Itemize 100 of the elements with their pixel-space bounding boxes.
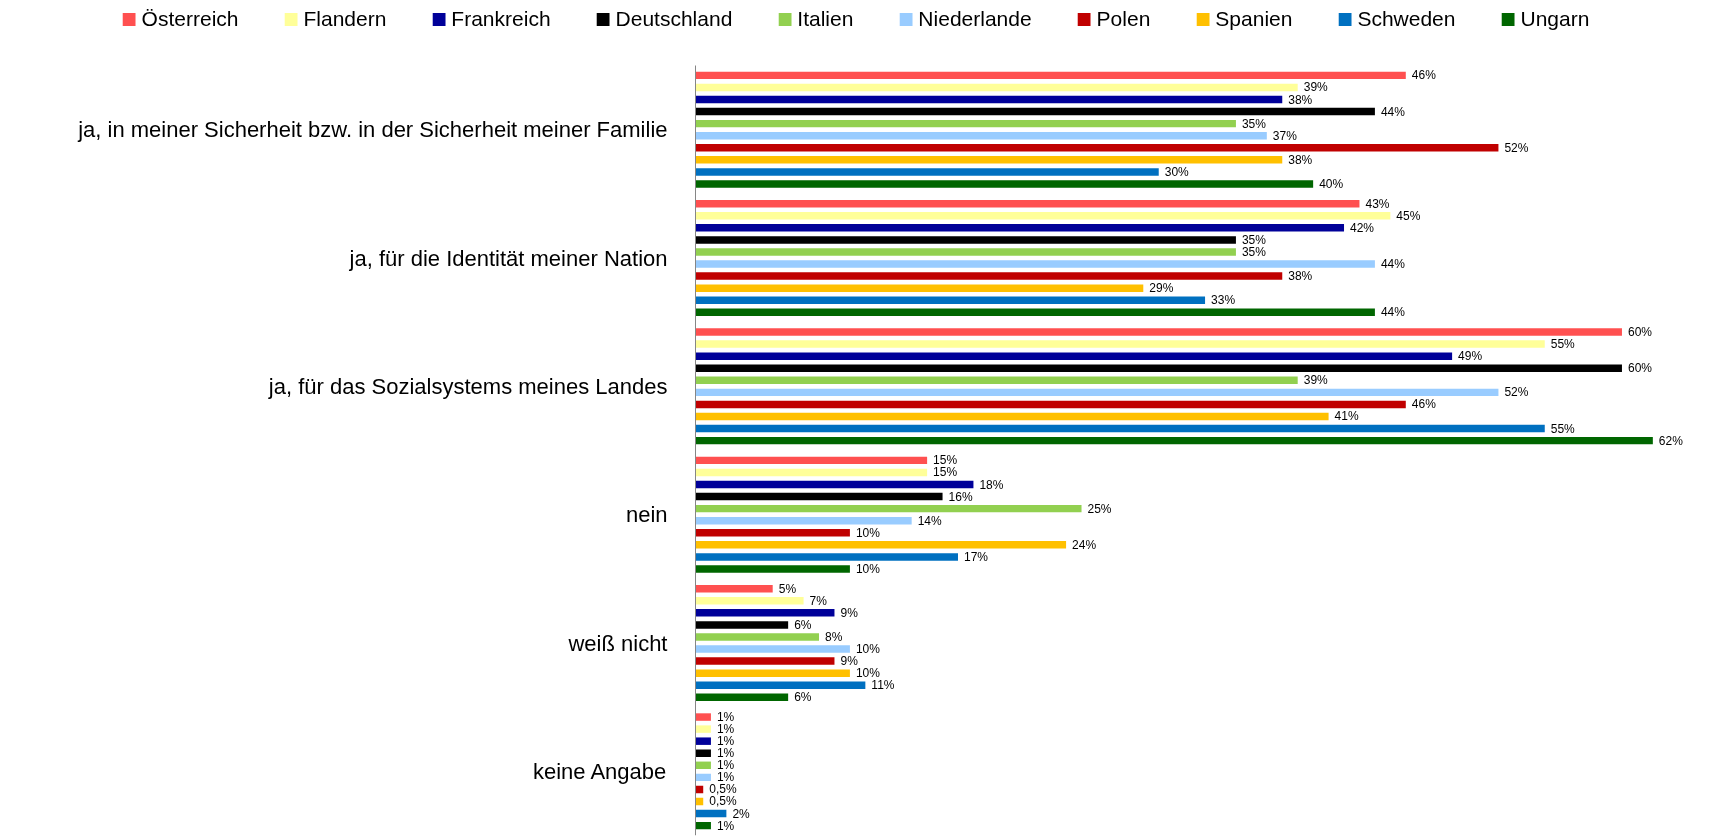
bar (695, 224, 1345, 232)
data-label: 0,5% (709, 794, 737, 809)
bar (695, 584, 773, 593)
data-label: 11% (871, 678, 895, 693)
data-label: 38% (1288, 152, 1313, 167)
data-label: 37% (1272, 128, 1298, 143)
data-label: 41% (1334, 409, 1359, 424)
data-label: 44% (1380, 104, 1406, 119)
data-label: 46% (1411, 397, 1437, 412)
data-label: 1% (716, 710, 735, 725)
data-label: 7% (809, 593, 828, 608)
bar (695, 400, 1406, 409)
bar (695, 156, 1283, 164)
bar (695, 597, 804, 605)
bar (695, 352, 1453, 360)
bar (695, 541, 1067, 549)
data-label: 39% (1303, 373, 1329, 388)
data-label: 18% (979, 477, 1004, 492)
data-label: 33% (1211, 293, 1236, 308)
bar (695, 272, 1283, 280)
legend-label: Österreich (141, 7, 239, 31)
bar (695, 516, 912, 525)
legend-label: Spanien (1215, 7, 1293, 31)
data-label: 39% (1303, 80, 1329, 95)
bar (695, 821, 711, 830)
legend-label: Polen (1096, 7, 1151, 31)
data-label: 1% (716, 734, 735, 749)
data-label: 35% (1241, 116, 1267, 131)
data-label: 8% (825, 629, 843, 644)
bar (695, 340, 1545, 348)
data-label: 2% (732, 806, 751, 821)
bar (695, 773, 711, 782)
data-label: 10% (855, 666, 881, 681)
bar (695, 388, 1499, 397)
bar (695, 284, 1144, 292)
bar (695, 492, 943, 501)
legend-label: Niederlande (918, 7, 1032, 31)
data-label: 35% (1241, 244, 1267, 259)
legend-label: Ungarn (1520, 7, 1590, 31)
bar (695, 168, 1159, 176)
data-label: 1% (716, 770, 735, 785)
bar (695, 633, 820, 641)
bar (695, 609, 835, 617)
bar (695, 71, 1406, 80)
bar (695, 248, 1236, 256)
data-label: 10% (855, 525, 881, 540)
data-label: 6% (794, 690, 812, 705)
bar (695, 180, 1314, 188)
legend-label: Schweden (1357, 7, 1456, 31)
y-tick-label: nein (625, 502, 668, 528)
legend-label: Frankreich (451, 7, 551, 31)
data-label: 52% (1504, 385, 1529, 400)
bar (695, 761, 711, 770)
bar (695, 809, 727, 818)
data-label: 24% (1072, 537, 1097, 552)
data-label: 43% (1365, 196, 1390, 211)
bar (695, 83, 1298, 92)
data-label: 30% (1164, 164, 1190, 179)
data-label: 38% (1288, 269, 1313, 284)
data-label: 40% (1319, 176, 1344, 191)
data-label: 17% (964, 549, 989, 564)
bar (695, 260, 1375, 268)
data-label: 62% (1658, 433, 1684, 448)
bar (695, 480, 974, 489)
bar (695, 529, 850, 537)
bar (695, 456, 928, 465)
data-label: 15% (933, 465, 958, 480)
bar (695, 424, 1545, 433)
legend-label: Italien (797, 7, 854, 31)
data-label: 15% (933, 453, 958, 468)
bar (695, 681, 866, 689)
y-tick-label: ja, in meiner Sicherheit bzw. in der Sicherheit meiner Familie (77, 117, 668, 143)
bar (695, 657, 835, 665)
bar (695, 308, 1375, 317)
bar (695, 199, 1360, 208)
data-label: 46% (1411, 68, 1437, 83)
data-label: 10% (855, 642, 881, 657)
bar (695, 212, 1391, 220)
bar (695, 236, 1236, 244)
bar (695, 553, 958, 561)
bar (695, 749, 711, 757)
bar (695, 725, 711, 733)
data-label: 42% (1350, 220, 1375, 235)
data-label: 49% (1458, 349, 1483, 364)
data-label: 55% (1550, 421, 1576, 436)
bar (695, 296, 1206, 304)
data-label: 60% (1627, 325, 1653, 340)
bar (695, 436, 1653, 445)
data-label: 1% (716, 758, 735, 773)
bar (695, 144, 1499, 152)
data-label: 25% (1087, 501, 1112, 516)
bar (695, 737, 711, 745)
y-tick-label: ja, für die Identität meiner Nation (348, 245, 668, 271)
data-label: 10% (855, 561, 881, 576)
data-label: 45% (1396, 208, 1421, 223)
data-label: 1% (716, 746, 735, 761)
bar (695, 504, 1082, 513)
bar (695, 713, 711, 721)
data-label: 14% (917, 513, 943, 528)
bar (695, 645, 850, 653)
